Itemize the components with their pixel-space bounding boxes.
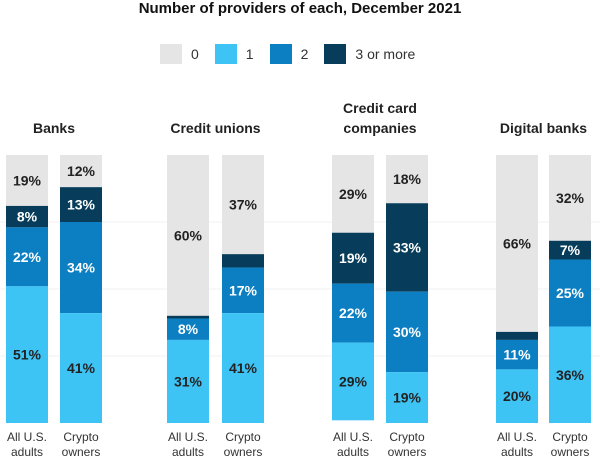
bar-segment xyxy=(496,369,538,423)
data-label: 41% xyxy=(67,360,96,376)
legend-label: 1 xyxy=(245,46,254,62)
data-label: 36% xyxy=(556,367,585,383)
group-title: Credit card companies xyxy=(343,100,417,136)
x-tick-label: Crypto owners xyxy=(62,430,101,458)
bar-segment xyxy=(386,372,428,423)
bar-segment xyxy=(386,291,428,373)
data-label: 20% xyxy=(503,388,532,404)
data-label: 29% xyxy=(339,186,368,202)
bar-segment xyxy=(167,155,209,316)
bar-segment xyxy=(549,259,591,327)
data-label: 19% xyxy=(393,390,422,406)
group-title: Credit unions xyxy=(170,120,260,136)
bar-segment xyxy=(332,155,374,233)
bar-segment xyxy=(60,155,102,188)
bar-segment xyxy=(222,155,264,255)
bar-segment xyxy=(6,155,48,206)
bar-segment xyxy=(386,155,428,204)
data-label: 18% xyxy=(393,171,422,187)
data-label: 51% xyxy=(13,347,42,363)
data-label: 30% xyxy=(393,324,422,340)
bar-segment xyxy=(332,342,374,421)
bar-segment xyxy=(496,155,538,332)
data-label: 34% xyxy=(67,260,96,276)
x-tick-label: All U.S. adults xyxy=(168,430,208,458)
data-label: 19% xyxy=(339,250,368,266)
data-label: 8% xyxy=(178,321,199,337)
bar-segment xyxy=(6,227,48,287)
data-label: 41% xyxy=(229,360,258,376)
bar-segment xyxy=(386,203,428,292)
x-tick-label: All U.S. adults xyxy=(7,430,47,458)
data-label: 17% xyxy=(229,282,258,298)
data-label: 22% xyxy=(339,305,368,321)
bar-segment xyxy=(167,339,209,423)
bar-segment xyxy=(222,313,264,423)
bar-segment xyxy=(549,240,591,260)
x-tick-label: All U.S. adults xyxy=(333,430,373,458)
x-tick-label: All U.S. adults xyxy=(497,430,537,458)
x-tick-label: Crypto owners xyxy=(388,430,427,458)
data-label: 66% xyxy=(503,235,532,251)
chart-title: Number of providers of each, December 20… xyxy=(138,0,462,17)
bar-segment xyxy=(60,222,102,314)
legend-swatch xyxy=(269,44,292,64)
data-label: 12% xyxy=(67,163,96,179)
data-label: 25% xyxy=(556,285,585,301)
legend-label: 0 xyxy=(191,46,199,62)
bar-segment xyxy=(60,313,102,423)
data-label: 13% xyxy=(67,197,96,213)
bar-segment xyxy=(549,326,591,423)
data-label: 31% xyxy=(174,373,203,389)
bar-segment xyxy=(496,331,538,340)
bar-segment xyxy=(222,267,264,314)
x-tick-label: Crypto owners xyxy=(224,430,263,458)
bar-segment xyxy=(332,283,374,343)
legend-swatch xyxy=(324,44,347,64)
bar-segment xyxy=(167,315,209,319)
legend-item: 3 or more xyxy=(324,44,415,64)
bar-segment xyxy=(222,254,264,268)
data-label: 19% xyxy=(13,172,42,188)
data-label: 60% xyxy=(174,227,203,243)
legend-label: 2 xyxy=(300,46,309,62)
legend-item: 1 xyxy=(214,44,254,64)
x-tick-label: Crypto owners xyxy=(551,430,590,458)
legend: 0 1 2 3 or more xyxy=(160,44,431,64)
data-label: 32% xyxy=(556,190,585,206)
legend-item: 0 xyxy=(160,44,199,64)
group-title: Banks xyxy=(33,120,75,136)
data-label: 8% xyxy=(17,209,38,225)
group-title: Digital banks xyxy=(500,120,587,136)
legend-item: 2 xyxy=(269,44,309,64)
data-label: 37% xyxy=(229,197,258,213)
bar-segment xyxy=(549,155,591,241)
bar-segment xyxy=(6,205,48,228)
legend-label: 3 or more xyxy=(355,46,416,62)
data-label: 33% xyxy=(393,239,422,255)
bar-segment xyxy=(60,187,102,222)
data-label: 22% xyxy=(13,249,42,265)
data-label: 11% xyxy=(503,347,531,363)
bar-segment xyxy=(332,232,374,284)
bar-segment xyxy=(6,286,48,423)
bar-segment xyxy=(496,339,538,370)
data-label: 29% xyxy=(339,373,368,389)
data-label: 7% xyxy=(560,242,581,258)
legend-swatch xyxy=(214,44,237,64)
legend-swatch xyxy=(160,44,182,64)
bar-segment xyxy=(167,318,209,340)
